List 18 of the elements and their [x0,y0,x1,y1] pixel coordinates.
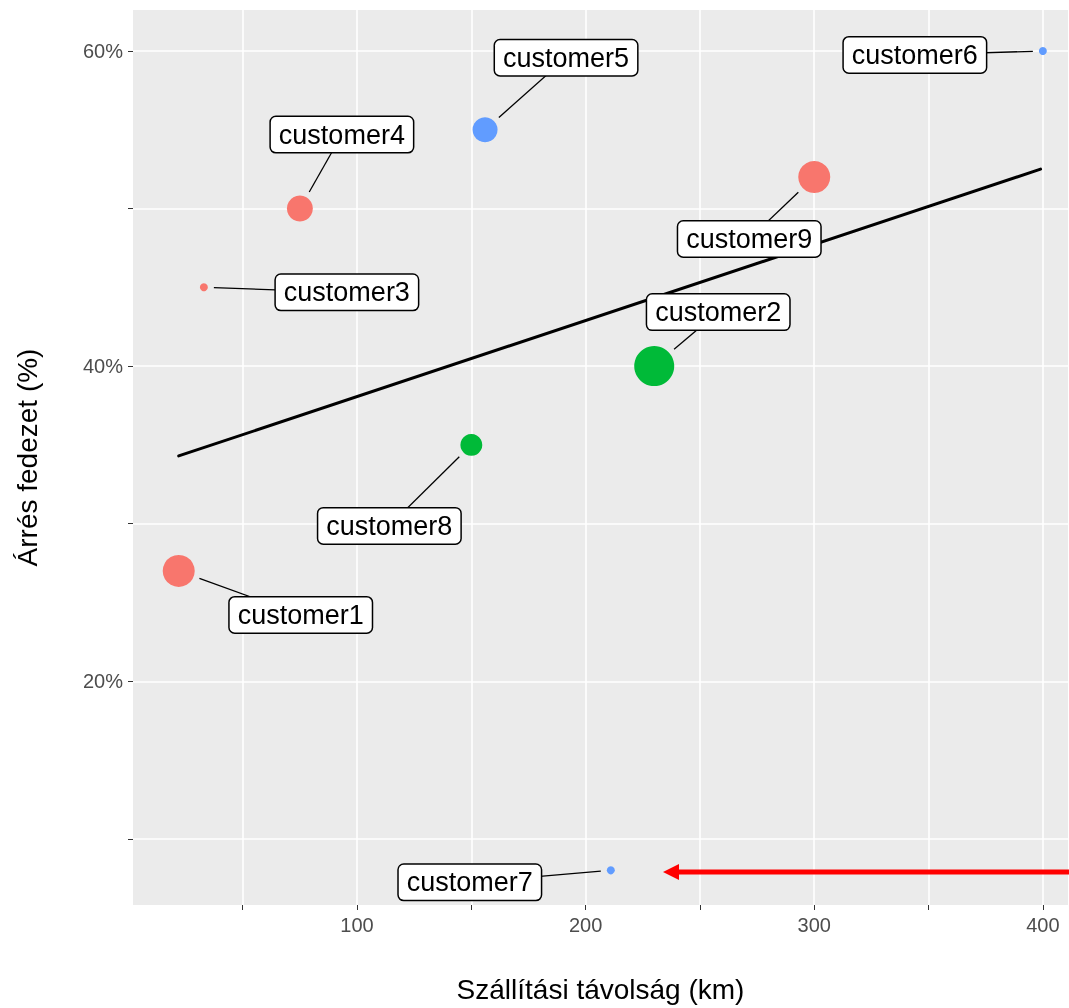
annotation: customer1 [237,599,364,630]
y-tick-label: 20% [82,670,124,693]
y-tick-label: 40% [82,355,124,378]
x-tick-label: 300 [797,914,831,936]
x-tick-label: 200 [568,914,603,936]
y-axis-title: Árrés fedezet (%) [11,348,43,567]
annotation: customer6 [851,39,978,70]
annotation: customer4 [278,119,405,150]
annotation: customer7 [406,867,533,898]
x-tick-label: 100 [340,914,374,936]
annotation: customer3 [283,277,410,308]
x-axis-title: Szállítási távolság (km) [456,973,745,1005]
annotation: customer5 [503,42,630,73]
annotation: customer2 [655,297,782,328]
annotation: customer8 [326,510,453,541]
y-tick-label: 60% [82,39,124,62]
x-tick-label: 400 [1026,914,1060,936]
annotation: customer9 [686,224,813,255]
